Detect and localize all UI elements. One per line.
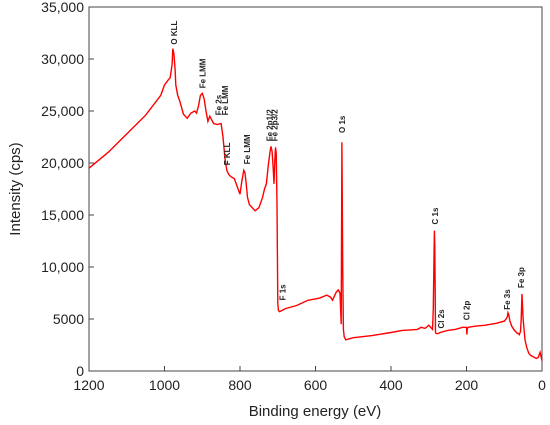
peak-label: Fe LMM: [221, 85, 230, 115]
spectrum-line: [88, 48, 543, 361]
x-tick-label: 200: [455, 377, 479, 393]
peak-label: Fe 2p1/2: [265, 109, 274, 142]
x-tick-label: 0: [538, 377, 546, 393]
peak-label: F KLL: [223, 142, 232, 165]
peak-label: O KLL: [170, 20, 179, 44]
x-axis-label: Binding energy (eV): [249, 403, 382, 420]
y-tick-label: 20,000: [41, 155, 84, 171]
y-tick-label: 30,000: [41, 51, 84, 67]
y-tick-label: 35,000: [41, 0, 84, 15]
peak-label: Cl 2s: [437, 309, 446, 329]
x-tick-label: 800: [228, 377, 252, 393]
peak-label: Fe LMM: [243, 134, 252, 164]
x-tick-label: 600: [304, 377, 328, 393]
plot-frame: [88, 6, 543, 372]
y-axis: 0 5000 10,000 15,000 20,000 25,000 30,000 35,00…: [41, 0, 94, 379]
peak-label: Fe 2s: [215, 94, 224, 115]
peak-label: Fe 3s: [503, 289, 512, 310]
peak-label: Fe 2p3/2: [271, 109, 280, 142]
peak-label: Fe 3p: [517, 267, 526, 288]
peak-label: Cl 2p: [463, 301, 472, 321]
y-tick-label: 15,000: [41, 207, 84, 223]
y-tick-label: 5000: [53, 311, 84, 327]
x-axis: 1200 1000 800 600 400 200 0: [73, 366, 546, 393]
y-axis-label: Intensity (cps): [7, 142, 24, 235]
y-tick-label: 10,000: [41, 259, 84, 275]
peak-label: F 1s: [278, 284, 287, 301]
peak-label: C 1s: [431, 207, 440, 224]
y-tick-label: 0: [76, 363, 84, 379]
peak-label: Fe LMM: [198, 58, 207, 88]
x-tick-label: 1200: [73, 377, 104, 393]
peak-label: O 1s: [338, 115, 347, 133]
y-tick-label: 25,000: [41, 103, 84, 119]
x-tick-label: 1000: [149, 377, 180, 393]
x-tick-label: 400: [379, 377, 403, 393]
